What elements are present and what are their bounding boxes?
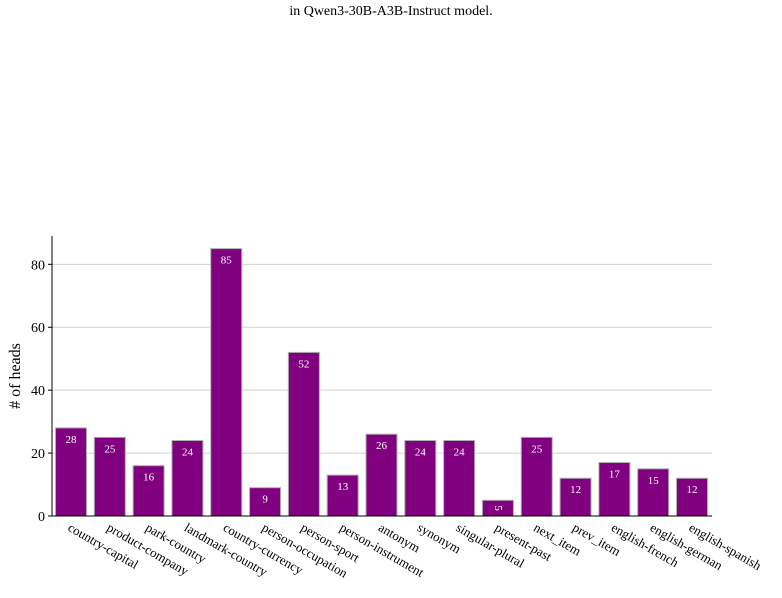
y-tick-label: 60 xyxy=(31,321,45,336)
bar-value-label: 13 xyxy=(337,481,349,493)
bar-person-occupation xyxy=(249,487,282,517)
bar-value-label: 12 xyxy=(570,484,581,496)
bar-english-french xyxy=(598,462,631,517)
y-tick-label: 20 xyxy=(31,447,45,462)
bar-next_item xyxy=(520,436,553,517)
bar-country-capital xyxy=(55,427,87,517)
x-tick-label: synonym xyxy=(415,520,464,557)
bar-value-label: 15 xyxy=(648,475,660,487)
x-tick-labels: country-capitalproduct-companypark-count… xyxy=(66,520,765,581)
bar-value-label: 16 xyxy=(143,472,155,484)
bar-value-label: 17 xyxy=(609,469,621,481)
bar-english-german xyxy=(637,468,670,517)
bar-value-label: 26 xyxy=(376,440,388,452)
bar-value-label: 5 xyxy=(492,505,504,511)
y-tick-label: 40 xyxy=(31,384,45,399)
bar-value-label: 25 xyxy=(104,443,116,455)
bar-park-country xyxy=(132,465,165,517)
bar-value-label: 24 xyxy=(182,446,194,458)
bar-value-label: 25 xyxy=(531,443,543,455)
bar-value-label: 9 xyxy=(262,494,268,506)
y-tick-label: 80 xyxy=(31,258,45,273)
chart-caption: in Qwen3-30B-A3B-Instruct model. xyxy=(289,4,493,19)
bar-value-label: 52 xyxy=(298,358,309,370)
bar-value-label: 85 xyxy=(221,255,233,267)
bar-value-label: 28 xyxy=(66,434,78,446)
bar-value-label: 24 xyxy=(415,446,427,458)
bar-value-label: 24 xyxy=(454,446,466,458)
y-tick-labels: 0 20 40 60 80 xyxy=(31,258,45,525)
bar-country-currency xyxy=(210,248,243,517)
bar-product-company xyxy=(93,436,126,517)
bar-singular-plural xyxy=(443,439,476,517)
y-tick-label: 0 xyxy=(38,510,45,525)
bar-english-spanish xyxy=(676,477,708,517)
bar-person-instrument xyxy=(326,474,359,517)
gridlines xyxy=(52,263,712,454)
value-labels: 28 25 16 24 85 9 52 13 26 24 24 5 25 12 17 15 12 xyxy=(66,255,698,512)
y-axis-label: # of heads xyxy=(7,343,24,409)
axes xyxy=(48,236,712,517)
bar-person-sport xyxy=(287,351,320,517)
bar-synonym xyxy=(404,439,437,517)
bar-value-label: 12 xyxy=(687,484,698,496)
